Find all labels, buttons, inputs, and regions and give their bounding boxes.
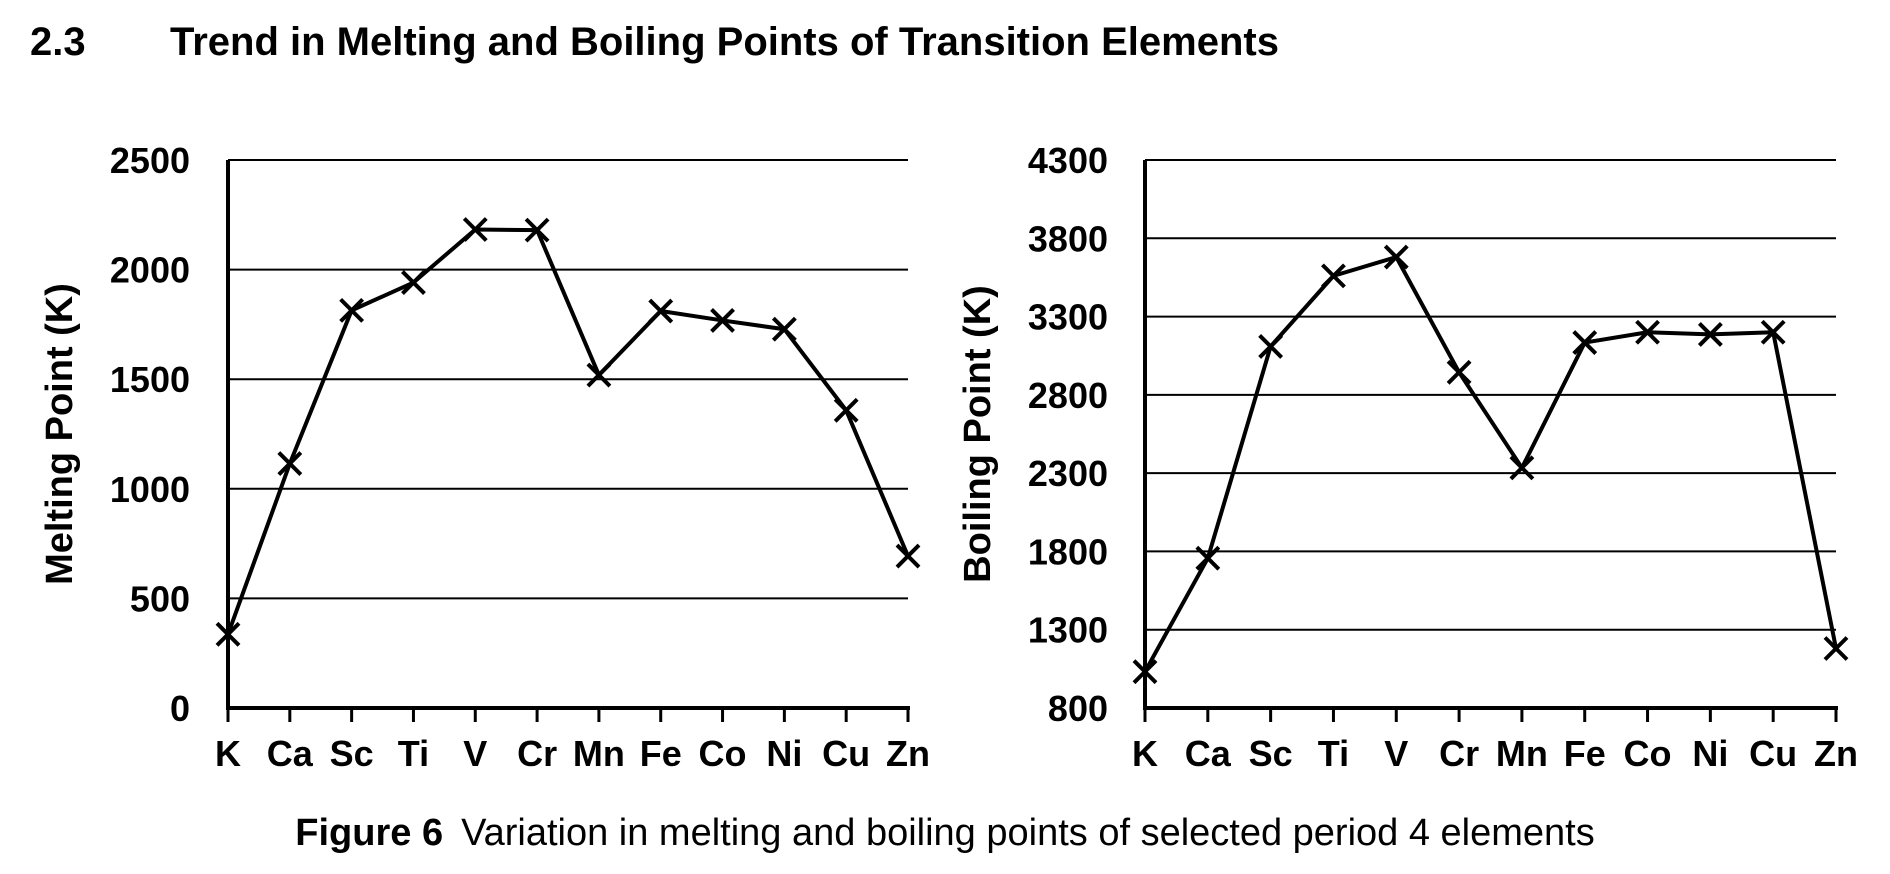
- y-tick-label: 1000: [110, 469, 190, 510]
- section-title: Trend in Melting and Boiling Points of T…: [170, 20, 1279, 64]
- data-point-marker: [1446, 359, 1472, 385]
- marker-stroke: [1446, 359, 1472, 385]
- y-tick-label: 1300: [1028, 610, 1108, 651]
- x-tick-label: K: [1132, 733, 1158, 774]
- data-point-marker: [1760, 319, 1786, 345]
- data-point-marker: [277, 451, 303, 477]
- y-tick-label: 2500: [110, 140, 190, 181]
- x-tick-label: Co: [699, 733, 747, 774]
- y-tick-label: 2000: [110, 250, 190, 291]
- marker-stroke: [771, 316, 797, 342]
- x-tick-label: Ti: [398, 733, 429, 774]
- data-point-marker: [1635, 319, 1660, 345]
- marker-stroke: [833, 397, 859, 423]
- y-tick-label: 3300: [1028, 297, 1108, 338]
- x-tick-label: Ni: [766, 733, 802, 774]
- x-tick-label: Sc: [330, 733, 374, 774]
- x-tick-label: Cr: [1439, 733, 1479, 774]
- x-tick-label: Cu: [822, 733, 870, 774]
- data-point-marker: [648, 298, 674, 324]
- y-tick-label: 0: [170, 688, 190, 729]
- data-point-marker: [462, 217, 488, 242]
- section-heading: 2.3 Trend in Melting and Boiling Points …: [30, 20, 1279, 65]
- data-point-marker: [1509, 455, 1535, 481]
- x-tick-label: Zn: [1814, 733, 1858, 774]
- section-number: 2.3: [30, 20, 86, 64]
- data-point-marker: [1697, 322, 1723, 347]
- x-tick-label: Ca: [267, 733, 314, 774]
- x-tick-label: Fe: [1564, 733, 1606, 774]
- x-tick-label: V: [1384, 733, 1408, 774]
- marker-stroke: [1823, 636, 1849, 661]
- y-tick-label: 1800: [1028, 531, 1108, 572]
- x-tick-label: Mn: [573, 733, 625, 774]
- series-line: [1143, 255, 1838, 673]
- data-point-marker: [1195, 545, 1221, 571]
- figure-label: Figure 6: [295, 812, 444, 854]
- data-point-marker: [710, 308, 735, 333]
- x-tick-label: Cr: [517, 733, 557, 774]
- y-tick-label: 1500: [110, 359, 190, 400]
- marker-stroke: [1195, 545, 1221, 571]
- marker-stroke: [710, 308, 735, 333]
- data-point-marker: [833, 397, 859, 423]
- data-point-marker: [1321, 263, 1346, 289]
- marker-stroke: [1321, 263, 1346, 289]
- x-tick-label: Ti: [1318, 733, 1349, 774]
- data-point-marker: [771, 316, 797, 342]
- data-point-marker: [1572, 330, 1598, 355]
- x-tick-label: Ni: [1692, 733, 1728, 774]
- y-axis-title: Melting Point (K): [39, 283, 81, 585]
- x-tick-label: Fe: [640, 733, 682, 774]
- marker-stroke: [524, 217, 550, 243]
- data-point-marker: [1258, 334, 1284, 359]
- marker-stroke: [586, 362, 612, 388]
- marker-stroke: [215, 621, 241, 647]
- x-tick-label: V: [463, 733, 487, 774]
- x-tick-label: Cu: [1749, 733, 1797, 774]
- marker-stroke: [1258, 334, 1284, 359]
- marker-stroke: [1383, 244, 1409, 270]
- marker-stroke: [895, 543, 921, 569]
- y-tick-label: 2800: [1028, 375, 1108, 416]
- marker-stroke: [1509, 455, 1535, 481]
- x-tick-label: K: [215, 733, 241, 774]
- y-tick-label: 4300: [1028, 140, 1108, 181]
- data-point-marker: [586, 362, 612, 388]
- marker-stroke: [401, 270, 426, 295]
- y-tick-label: 3800: [1028, 218, 1108, 259]
- marker-stroke: [648, 298, 674, 324]
- marker-stroke: [1697, 322, 1723, 347]
- data-point-marker: [1132, 659, 1158, 685]
- marker-stroke: [1572, 330, 1598, 355]
- data-point-marker: [401, 270, 426, 295]
- data-point-marker: [1383, 244, 1409, 270]
- x-tick-label: Sc: [1249, 733, 1293, 774]
- x-tick-label: Mn: [1496, 733, 1548, 774]
- marker-stroke: [462, 217, 488, 242]
- y-tick-label: 500: [130, 578, 190, 619]
- data-point-marker: [1823, 636, 1849, 661]
- marker-stroke: [1132, 659, 1158, 685]
- marker-stroke: [1635, 319, 1660, 345]
- figure-caption-text: Variation in melting and boiling points …: [461, 812, 1595, 854]
- data-point-marker: [895, 543, 921, 569]
- y-axis-title: Boiling Point (K): [957, 285, 999, 583]
- data-point-marker: [339, 297, 365, 323]
- marker-stroke: [1760, 319, 1786, 345]
- x-tick-label: Ca: [1185, 733, 1232, 774]
- y-tick-label: 2300: [1028, 453, 1108, 494]
- x-tick-label: Co: [1624, 733, 1672, 774]
- chart-1: 0 500 1000 1500 2000 2500 K Ca Sc Ti V Cr Mn Fe Co Ni Cu…: [39, 140, 930, 774]
- figure-caption: Figure 6 Variation in melting and boiling…: [0, 812, 1890, 855]
- marker-stroke: [277, 451, 303, 477]
- y-tick-label: 800: [1048, 688, 1108, 729]
- data-point-marker: [524, 217, 550, 243]
- series-line: [226, 227, 910, 636]
- data-point-marker: [215, 621, 241, 647]
- marker-stroke: [339, 297, 365, 323]
- x-tick-label: Zn: [886, 733, 930, 774]
